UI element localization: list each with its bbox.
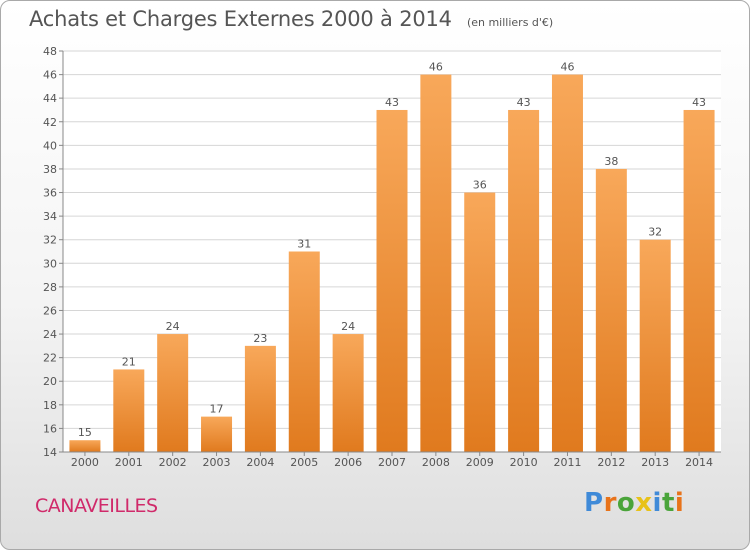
bar-2005: [288, 251, 320, 452]
logo-letter: o: [616, 488, 636, 518]
bar-2003: [201, 416, 233, 452]
x-tick-label: 2003: [203, 456, 231, 469]
bar-2008: [420, 74, 452, 453]
data-label: 36: [473, 179, 487, 192]
bar-2004: [244, 345, 276, 452]
data-label: 17: [210, 403, 224, 416]
y-tick-label: 30: [43, 257, 57, 270]
data-label: 43: [692, 96, 706, 109]
data-label: 24: [341, 320, 355, 333]
logo-letter: r: [603, 488, 617, 518]
data-label: 46: [429, 61, 443, 74]
logo-letter: i: [674, 488, 685, 518]
logo-letter: P: [584, 488, 604, 518]
bar-2001: [113, 369, 145, 452]
bar-2013: [639, 239, 671, 452]
y-tick-label: 42: [43, 116, 57, 129]
y-tick-label: 48: [43, 45, 57, 58]
data-label: 24: [166, 320, 180, 333]
y-tick-label: 18: [43, 399, 57, 412]
x-tick-label: 2006: [334, 456, 362, 469]
bar-2012: [595, 168, 627, 453]
bar-2011: [551, 74, 583, 453]
x-tick-label: 2009: [466, 456, 494, 469]
x-tick-label: 2013: [641, 456, 669, 469]
chart-unit-note: (en milliers d'€): [466, 16, 554, 29]
x-tick-label: 2011: [553, 456, 581, 469]
x-tick-label: 2007: [378, 456, 406, 469]
bar-2000: [69, 440, 101, 452]
y-tick-label: 40: [43, 139, 57, 152]
y-tick-label: 44: [43, 92, 57, 105]
y-tick-label: 20: [43, 375, 57, 388]
y-tick-label: 32: [43, 234, 57, 247]
x-tick-label: 2002: [159, 456, 187, 469]
bar-2010: [508, 109, 540, 453]
y-tick-label: 26: [43, 304, 57, 317]
logo-letter: t: [661, 488, 675, 518]
logo-letter: x: [635, 488, 653, 518]
commune-name: CANAVEILLES: [35, 495, 158, 517]
y-tick-label: 28: [43, 281, 57, 294]
data-label: 38: [604, 155, 618, 168]
data-label: 32: [648, 226, 662, 239]
x-tick-label: 2000: [71, 456, 99, 469]
data-label: 31: [297, 238, 311, 251]
x-tick-label: 2012: [597, 456, 625, 469]
y-tick-label: 14: [43, 446, 57, 459]
y-tick-label: 16: [43, 422, 57, 435]
x-tick-label: 2010: [510, 456, 538, 469]
x-tick-label: 2001: [115, 456, 143, 469]
y-tick-label: 34: [43, 210, 57, 223]
x-tick-label: 2005: [290, 456, 318, 469]
bar-2006: [332, 334, 364, 452]
x-tick-label: 2004: [246, 456, 274, 469]
y-tick-label: 22: [43, 352, 57, 365]
bar-2002: [157, 334, 189, 452]
data-label: 23: [253, 332, 267, 345]
chart-title: Achats et Charges Externes 2000 à 2014: [29, 7, 452, 31]
data-label: 46: [560, 61, 574, 74]
data-label: 21: [122, 355, 136, 368]
data-label: 43: [385, 96, 399, 109]
y-tick-label: 46: [43, 69, 57, 82]
bar-2014: [683, 109, 715, 453]
title-row: Achats et Charges Externes 2000 à 2014 (…: [29, 7, 553, 31]
y-tick-label: 24: [43, 328, 57, 341]
proxiti-logo: Proxiti: [584, 488, 684, 518]
data-label: 15: [78, 426, 92, 439]
y-tick-label: 38: [43, 163, 57, 176]
logo-letter: i: [652, 488, 662, 518]
data-label: 43: [517, 96, 531, 109]
bar-2007: [376, 109, 408, 453]
bar-2009: [464, 192, 496, 452]
y-tick-label: 36: [43, 187, 57, 200]
x-tick-label: 2014: [685, 456, 713, 469]
x-tick-label: 2008: [422, 456, 450, 469]
